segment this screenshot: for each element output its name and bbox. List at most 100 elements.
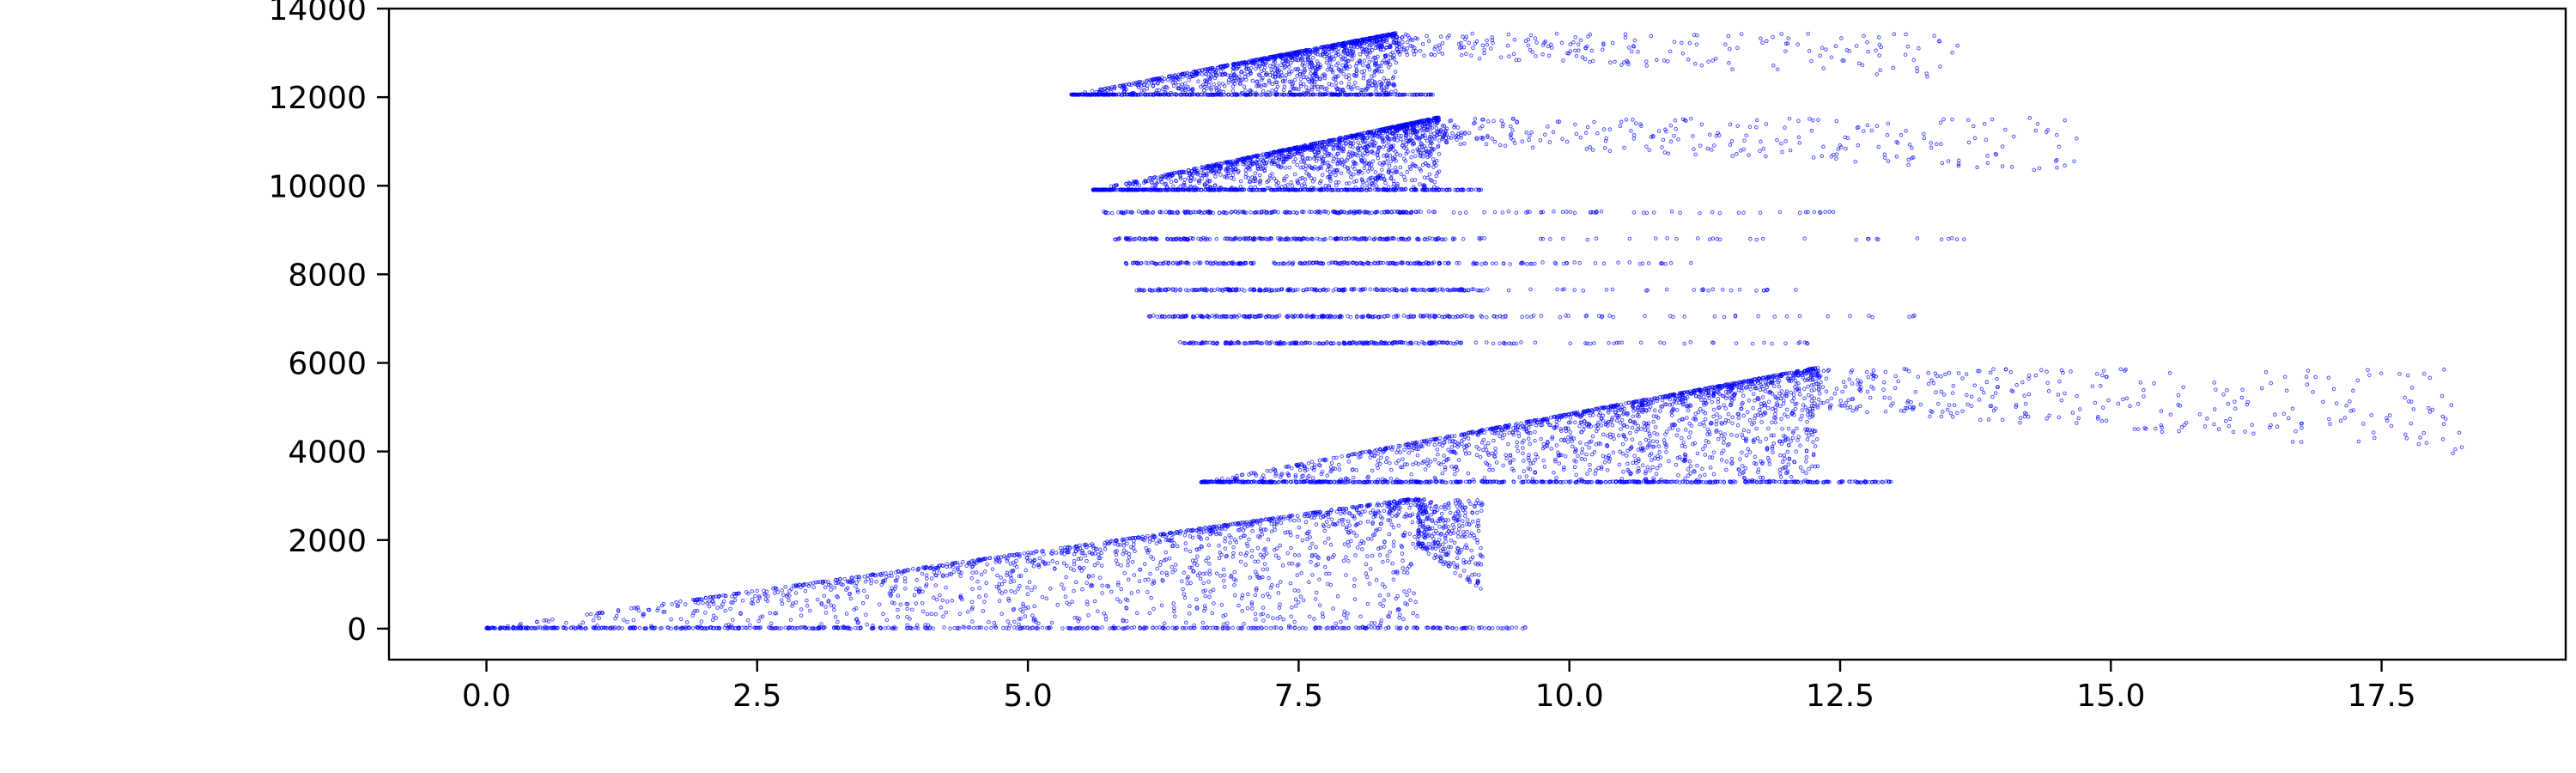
scatter-point: [707, 600, 711, 604]
scatter-point: [1926, 381, 1931, 386]
scatter-point: [1253, 593, 1258, 598]
scatter-point: [1283, 531, 1287, 535]
scatter-point: [1139, 537, 1144, 541]
scatter-point: [1409, 472, 1414, 477]
scatter-point: [2197, 412, 2202, 417]
scatter-point: [1385, 456, 1389, 460]
scatter-point: [1708, 466, 1713, 470]
scatter-point: [1181, 587, 1185, 592]
scatter-point: [1315, 555, 1320, 559]
scatter-point: [1723, 406, 1728, 411]
scatter-point: [1698, 422, 1702, 427]
scatter-point: [2045, 380, 2050, 385]
scatter-point: [1011, 560, 1016, 565]
scatter-point: [952, 625, 957, 630]
scatter-point: [1385, 553, 1390, 558]
scatter-point: [1060, 626, 1065, 630]
scatter-point: [2039, 368, 2044, 373]
scatter-point: [832, 625, 836, 630]
scatter-point: [1515, 444, 1519, 449]
scatter-point: [1285, 551, 1290, 556]
scatter-point: [491, 625, 496, 630]
scatter-point: [1871, 376, 1875, 381]
scatter-point: [1161, 625, 1166, 630]
scatter-point: [2152, 381, 2156, 386]
scatter-point: [1786, 426, 1791, 431]
scatter-point: [1658, 455, 1663, 460]
scatter-point: [1463, 626, 1468, 630]
scatter-point: [914, 578, 919, 582]
scatter-point: [1390, 561, 1394, 566]
scatter-point: [811, 581, 816, 585]
scatter-point: [1063, 594, 1068, 600]
scatter-point: [1239, 524, 1244, 529]
scatter-point: [1274, 625, 1279, 630]
scatter-point: [1743, 466, 1748, 471]
scatter-point: [924, 584, 928, 588]
scatter-point: [1155, 566, 1159, 571]
scatter-point: [511, 624, 516, 630]
scatter-point: [1078, 566, 1083, 570]
scatter-point: [1072, 615, 1077, 620]
scatter-point: [1207, 562, 1212, 566]
scatter-point: [1832, 392, 1838, 396]
scatter-point: [2348, 399, 2352, 404]
scatter-point: [669, 617, 673, 622]
scatter-point: [1449, 464, 1454, 469]
scatter-point: [2212, 380, 2216, 385]
scatter-point: [975, 579, 980, 584]
scatter-point: [1401, 570, 1406, 575]
scatter-point: [766, 593, 770, 599]
scatter-point: [856, 626, 860, 630]
scatter-point: [1261, 593, 1266, 599]
scatter-point: [1199, 544, 1204, 549]
scatter-point: [2281, 411, 2286, 416]
scatter-point: [1288, 530, 1292, 534]
scatter-point: [1683, 444, 1687, 449]
scatter-point: [1533, 438, 1537, 443]
scatter-point: [1428, 460, 1433, 464]
scatter-point: [711, 613, 716, 618]
scatter-point: [1088, 584, 1093, 588]
scatter-point: [1096, 561, 1100, 565]
scatter-point: [1388, 460, 1392, 466]
scatter-point: [1741, 413, 1746, 418]
scatter-point: [1460, 524, 1465, 528]
scatter-point: [883, 578, 888, 582]
scatter-point: [1425, 457, 1430, 462]
scatter-point: [1574, 472, 1578, 478]
scatter-point: [1492, 438, 1496, 443]
scatter-point: [1253, 559, 1257, 564]
scatter-point: [1230, 625, 1235, 630]
scatter-point: [1647, 407, 1651, 412]
scatter-point: [597, 616, 602, 621]
scatter-point: [675, 604, 679, 609]
scatter-point: [1231, 577, 1236, 581]
scatter-point: [1402, 531, 1407, 535]
scatter-point: [999, 581, 1005, 587]
scatter-point: [1339, 619, 1343, 624]
scatter-point: [1116, 625, 1121, 630]
scatter-point: [1563, 453, 1568, 459]
scatter-point: [1342, 612, 1346, 618]
scatter-point: [1834, 386, 1839, 391]
scatter-point: [1783, 456, 1787, 461]
scatter-point: [1395, 593, 1400, 599]
scatter-point: [1628, 430, 1632, 435]
scatter-point: [1021, 601, 1025, 606]
scatter-point: [1687, 460, 1692, 464]
scatter-point: [762, 588, 766, 593]
scatter-point: [950, 599, 954, 603]
scatter-point: [1747, 429, 1751, 434]
scatter-point: [1703, 453, 1708, 457]
scatter-point: [832, 585, 837, 590]
scatter-point: [822, 593, 827, 598]
scatter-point: [1086, 574, 1091, 578]
scatter-point: [1461, 569, 1467, 573]
scatter-point: [1327, 524, 1331, 529]
scatter-point: [892, 601, 896, 606]
scatter-point: [732, 598, 738, 603]
scatter-point: [631, 618, 636, 623]
scatter-point: [1617, 434, 1621, 438]
scatter-point: [1122, 626, 1127, 630]
